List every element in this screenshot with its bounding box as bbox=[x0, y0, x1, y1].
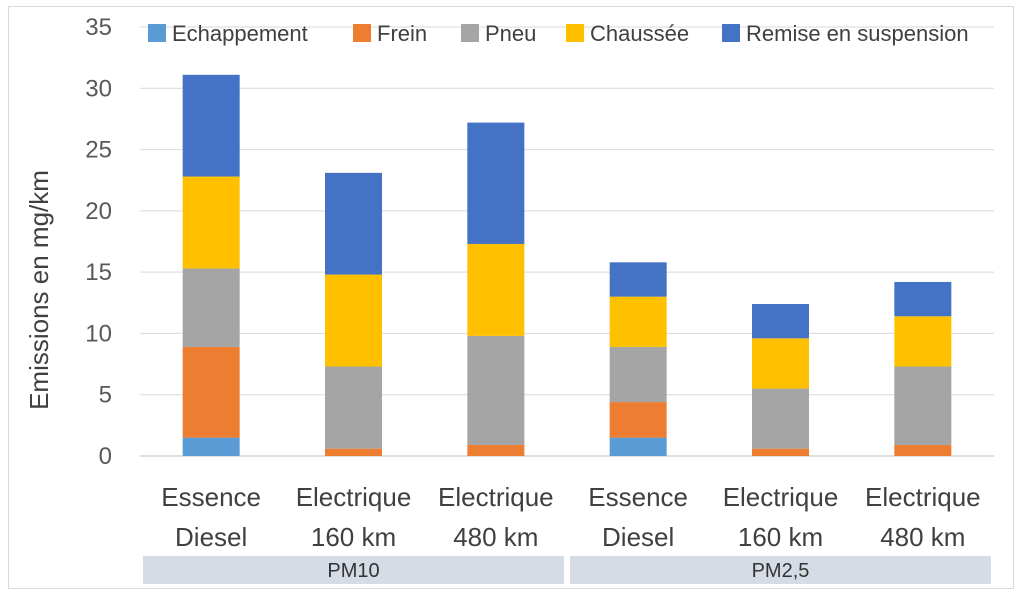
bar-segment bbox=[752, 304, 809, 339]
chart-frame bbox=[8, 6, 1014, 589]
group-band bbox=[570, 556, 991, 584]
legend-swatch bbox=[461, 24, 479, 42]
x-category-label: Essence bbox=[161, 482, 261, 512]
bar-segment bbox=[609, 402, 667, 438]
bar-segment bbox=[325, 172, 382, 275]
x-category-label: Electrique bbox=[865, 482, 981, 512]
bar-segment bbox=[467, 444, 525, 456]
bar-segment bbox=[894, 316, 952, 367]
bar-segment bbox=[609, 437, 667, 456]
x-category-label: Electrique bbox=[296, 482, 412, 512]
y-tick-label: 35 bbox=[85, 14, 112, 41]
x-category-label: Diesel bbox=[175, 522, 247, 552]
legend-swatch bbox=[353, 24, 371, 42]
bar-segment bbox=[325, 366, 382, 449]
x-category-label: Diesel bbox=[602, 522, 674, 552]
bar-segment bbox=[325, 274, 382, 367]
bar-segment bbox=[752, 388, 809, 449]
legend-entry: Pneu bbox=[485, 21, 536, 46]
bar-segment bbox=[752, 448, 809, 456]
y-tick-label: 20 bbox=[85, 198, 112, 225]
bars bbox=[182, 74, 952, 456]
legend-entry: Remise en suspension bbox=[746, 21, 969, 46]
legend-swatch bbox=[566, 24, 584, 42]
bar-segment bbox=[609, 262, 667, 297]
y-tick-label: 10 bbox=[85, 320, 112, 347]
gridlines bbox=[140, 26, 994, 457]
bar-segment bbox=[182, 268, 240, 347]
bar-segment bbox=[609, 346, 667, 403]
group-label: PM10 bbox=[327, 560, 379, 582]
legend-swatch bbox=[148, 24, 166, 42]
y-axis-ticks: 0 5 10 15 20 25 30 35 bbox=[85, 14, 112, 470]
bar-segment bbox=[467, 243, 525, 336]
group-label: PM2,5 bbox=[752, 560, 810, 582]
group-band bbox=[143, 556, 564, 584]
x-category-label: Electrique bbox=[723, 482, 839, 512]
bar-segment bbox=[182, 74, 240, 177]
bar-segment bbox=[894, 444, 952, 456]
bar-segment bbox=[182, 437, 240, 456]
bar-segment bbox=[467, 335, 525, 445]
bar-segment bbox=[325, 448, 382, 456]
x-category-label: 480 km bbox=[453, 522, 538, 552]
y-tick-label: 15 bbox=[85, 259, 112, 286]
legend-entry: Frein bbox=[377, 21, 427, 46]
y-axis-label: Emissions en mg/km bbox=[24, 170, 54, 410]
x-category-label: 160 km bbox=[311, 522, 396, 552]
y-tick-label: 25 bbox=[85, 137, 112, 164]
y-tick-label: 30 bbox=[85, 75, 112, 102]
legend-entry: Echappement bbox=[172, 21, 308, 46]
y-tick-label: 0 bbox=[99, 443, 112, 470]
bar-segment bbox=[182, 176, 240, 269]
bar-segment bbox=[752, 338, 809, 389]
x-category-label: Essence bbox=[588, 482, 688, 512]
y-tick-label: 5 bbox=[99, 382, 112, 409]
legend: Echappement Frein Pneu Chaussée Remise en su… bbox=[148, 21, 969, 46]
bar-segment bbox=[609, 296, 667, 347]
bar-segment bbox=[894, 281, 952, 317]
x-category-label: Electrique bbox=[438, 482, 554, 512]
category-groups: PM10 PM2,5 bbox=[143, 556, 991, 584]
x-category-label: 160 km bbox=[738, 522, 823, 552]
legend-swatch bbox=[722, 24, 740, 42]
bar-segment bbox=[467, 122, 525, 244]
legend-entry: Chaussée bbox=[590, 21, 689, 46]
x-category-label: 480 km bbox=[880, 522, 965, 552]
bar-segment bbox=[894, 366, 952, 445]
bar-segment bbox=[182, 346, 240, 438]
x-axis-categories: Essence Diesel Electrique 160 km Electrique 4… bbox=[161, 482, 980, 552]
